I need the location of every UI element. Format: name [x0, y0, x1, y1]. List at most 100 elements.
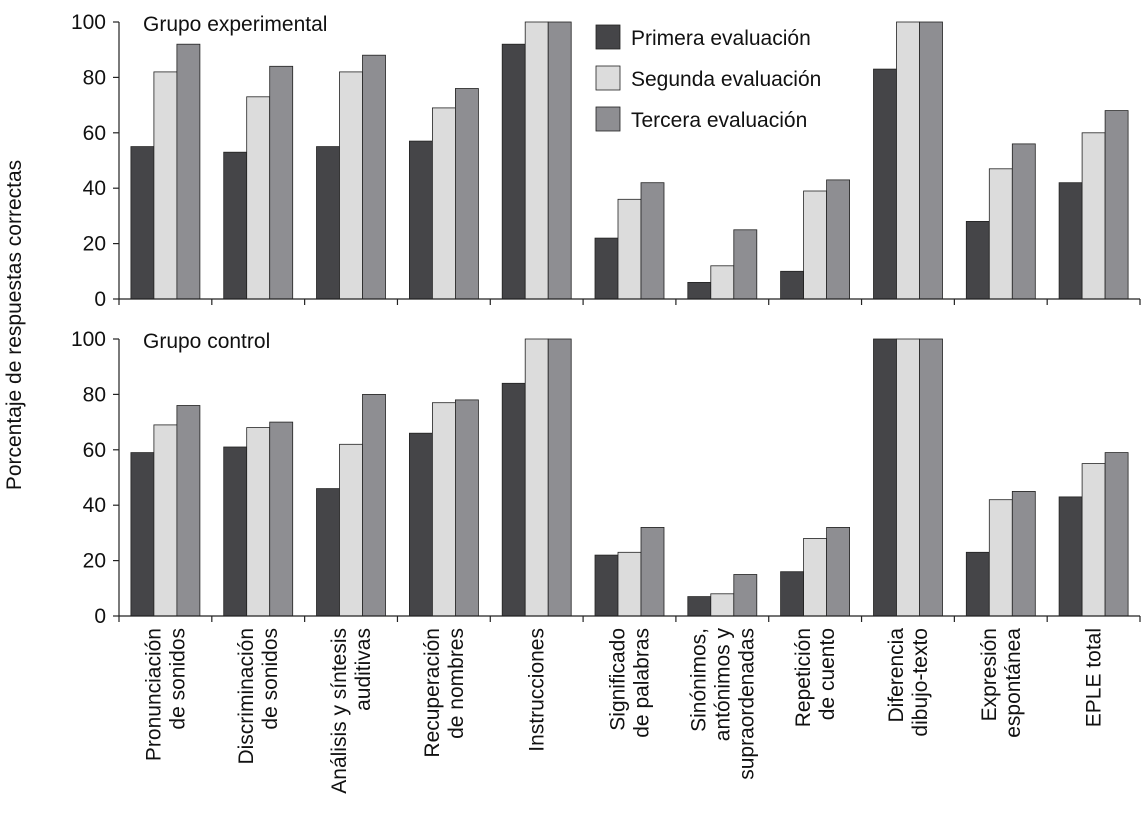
panel-experimental: 0 20 40 60 80 100 Grupo experimental	[71, 11, 1141, 311]
bar	[130, 452, 155, 617]
bar	[408, 432, 433, 617]
bar	[826, 179, 850, 300]
bar	[153, 424, 178, 617]
bar	[1058, 182, 1083, 300]
y-tick-label: 100	[71, 328, 106, 351]
panel-title: Grupo control	[143, 330, 270, 353]
bar	[710, 265, 735, 300]
x-tick-label: Repeticiónde cuento	[792, 628, 839, 727]
bar	[780, 270, 804, 300]
bar	[362, 54, 386, 300]
bar	[803, 538, 827, 617]
bar	[501, 43, 526, 300]
legend-entry: Segunda evaluación	[631, 68, 821, 91]
bar	[454, 399, 479, 617]
bar	[431, 107, 456, 300]
bar	[803, 190, 827, 300]
bar	[873, 68, 897, 300]
y-tick-label: 40	[83, 494, 106, 517]
x-tick-label: EPLE total	[1083, 628, 1106, 727]
bar	[1011, 143, 1036, 300]
bar	[339, 71, 363, 300]
bar	[896, 338, 920, 617]
bar	[153, 71, 178, 300]
bar	[1104, 110, 1129, 300]
legend-swatch	[595, 24, 621, 50]
x-tick-label: Diferenciadibujo-texto	[885, 628, 932, 737]
bar	[1081, 463, 1106, 617]
bar	[362, 393, 386, 617]
y-tick-label: 20	[83, 233, 106, 256]
bar	[501, 382, 526, 617]
x-tick-label: Recuperaciónde nombres	[421, 628, 468, 758]
x-tick-label: Instrucciones	[526, 628, 549, 752]
bar	[547, 21, 572, 300]
bar	[988, 499, 1013, 617]
y-tick-label: 100	[71, 11, 106, 34]
bar	[246, 427, 271, 617]
y-tick-label: 40	[83, 177, 106, 200]
bar	[316, 488, 340, 617]
bar	[640, 527, 665, 617]
y-tick-label: 80	[83, 66, 106, 89]
bar	[130, 146, 155, 300]
bar	[826, 527, 850, 617]
x-tick-label: Pronunciaciónde sonidos	[142, 628, 189, 761]
panel-control: 0 20 40 60 80 100 Grupo control	[71, 328, 1141, 628]
legend-swatch	[595, 106, 621, 132]
bar	[965, 220, 990, 300]
bar	[547, 338, 572, 617]
bar	[524, 21, 549, 300]
y-tick-label: 60	[83, 122, 106, 145]
bar	[687, 596, 712, 617]
bar	[339, 443, 363, 617]
legend-entry: Tercera evaluación	[631, 109, 807, 132]
bar	[223, 151, 248, 300]
y-tick-label: 0	[94, 605, 106, 628]
legend-swatch	[595, 65, 621, 91]
bar	[919, 338, 943, 617]
bar	[640, 182, 665, 300]
bar	[1104, 452, 1129, 617]
bar	[223, 446, 248, 617]
x-tick-label: Significadode palabras	[607, 628, 654, 738]
y-tick-label: 0	[94, 288, 106, 311]
bar	[733, 229, 758, 300]
bar	[965, 551, 990, 617]
bar	[988, 168, 1013, 300]
bar	[1011, 490, 1036, 617]
bar	[246, 96, 271, 300]
bar	[733, 574, 758, 617]
bar	[617, 551, 642, 617]
bar	[269, 65, 294, 300]
bar	[454, 88, 479, 300]
bar	[316, 146, 340, 300]
y-tick-label: 80	[83, 383, 106, 406]
bar	[408, 140, 433, 300]
bar	[1081, 132, 1106, 300]
bar	[896, 21, 920, 300]
bar	[710, 593, 735, 617]
bar	[176, 405, 201, 617]
legend-entry: Primera evaluación	[631, 27, 811, 50]
bar	[873, 338, 897, 617]
bar	[524, 338, 549, 617]
bar	[780, 571, 804, 617]
bar	[594, 554, 619, 617]
bar	[269, 421, 294, 617]
x-tick-label: Expresiónespontánea	[978, 628, 1025, 738]
y-axis-label: Porcentaje de respuestas correctas	[3, 160, 26, 490]
y-tick-label: 20	[83, 550, 106, 573]
bar	[176, 43, 201, 300]
x-tick-label: Discriminaciónde sonidos	[235, 628, 282, 765]
bar	[919, 21, 943, 300]
bar	[431, 402, 456, 617]
legend: Primera evaluación Segunda evaluación Terc…	[595, 24, 821, 132]
y-tick-label: 60	[83, 439, 106, 462]
bar	[1058, 496, 1083, 617]
bar	[687, 281, 712, 300]
bar	[617, 198, 642, 300]
panel-title: Grupo experimental	[143, 13, 327, 36]
x-tick-label: Análisis y síntesisauditivas	[328, 628, 375, 794]
